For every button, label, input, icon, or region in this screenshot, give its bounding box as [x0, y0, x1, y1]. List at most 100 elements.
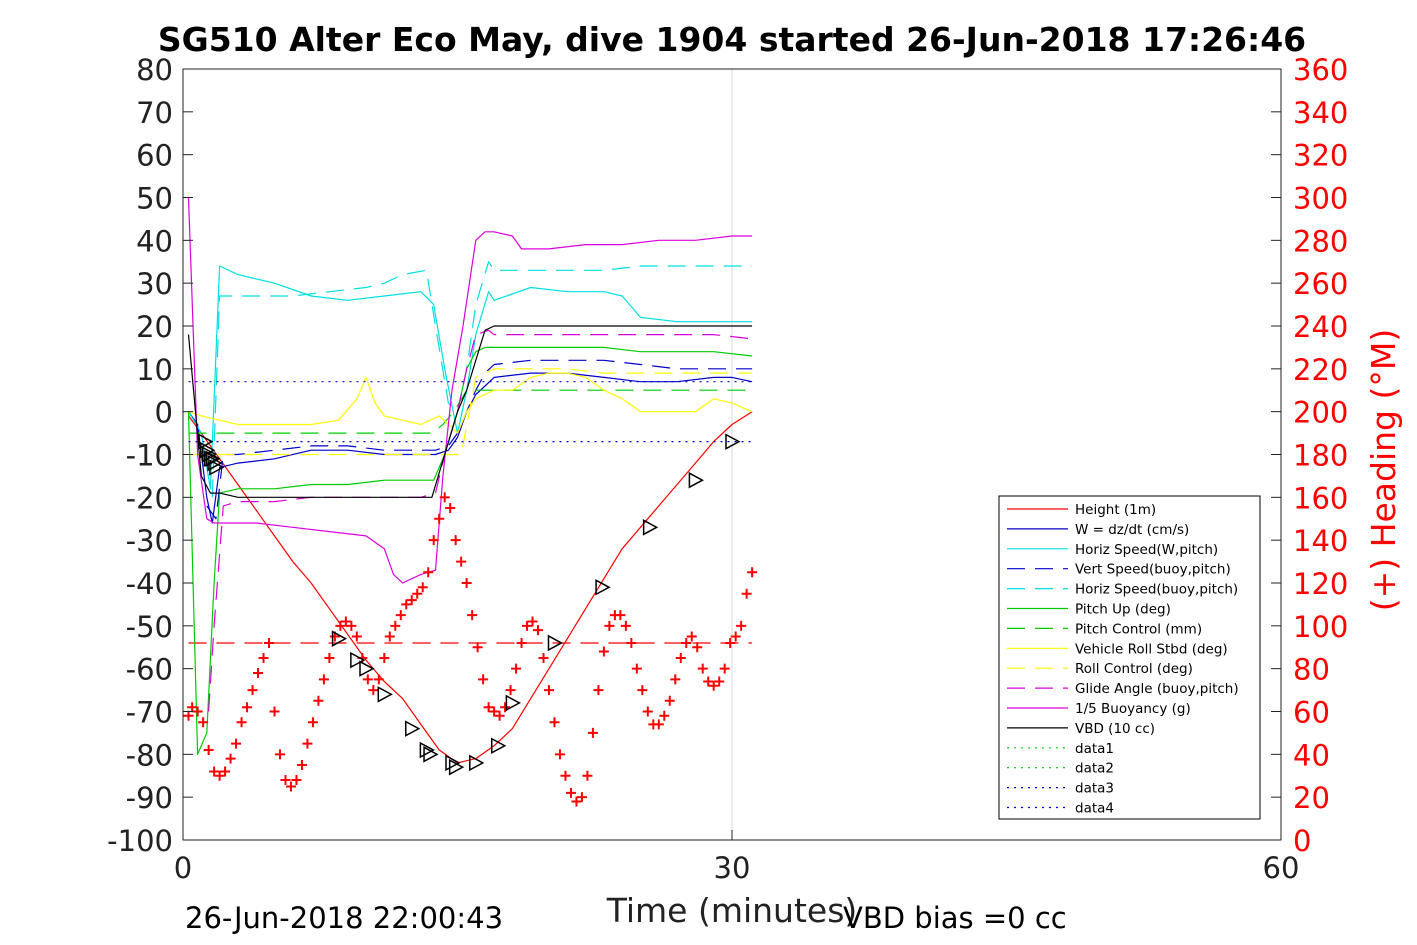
- heading-point: [406, 595, 417, 606]
- heading-point: [274, 749, 285, 760]
- heading-point: [417, 582, 428, 593]
- x-tick-label: 0: [174, 851, 192, 885]
- heading-point: [582, 770, 593, 781]
- heading-point: [631, 663, 642, 674]
- heading-point: [664, 695, 675, 706]
- heading-point: [571, 796, 582, 807]
- y-right-tick-label: 140: [1293, 524, 1348, 558]
- heading-point: [362, 674, 373, 685]
- heading-point: [653, 719, 664, 730]
- y-right-tick-label: 100: [1293, 610, 1348, 644]
- series-line-7: [188, 372, 753, 434]
- legend-label-12: data1: [1075, 741, 1114, 757]
- depth-marker: [350, 651, 366, 669]
- y-right-tick-label: 120: [1293, 567, 1348, 601]
- heading-point: [620, 620, 631, 631]
- heading-point: [494, 710, 505, 721]
- heading-point: [747, 567, 758, 578]
- y-tick-label: -30: [126, 524, 173, 558]
- heading-point: [247, 685, 258, 696]
- heading-point: [192, 706, 203, 717]
- heading-point: [183, 710, 194, 721]
- y-tick-label: -80: [126, 738, 173, 772]
- y-right-tick-label: 40: [1293, 738, 1330, 772]
- legend-label-8: Roll Control (deg): [1075, 661, 1193, 677]
- legend-label-4: Horiz Speed(buoy,pitch): [1075, 582, 1238, 598]
- heading-point: [626, 637, 637, 648]
- heading-point: [511, 663, 522, 674]
- depth-marker: [445, 754, 461, 772]
- heading-point: [302, 738, 313, 749]
- x-tick-label: 30: [714, 851, 751, 885]
- heading-point: [318, 674, 329, 685]
- heading-point: [379, 652, 390, 663]
- depth-marker: [201, 446, 218, 463]
- heading-point: [214, 770, 225, 781]
- y-right-tick-label: 60: [1293, 696, 1330, 730]
- legend-label-6: Pitch Control (mm): [1075, 621, 1202, 637]
- heading-point: [565, 787, 576, 798]
- y-right-tick-label: 220: [1293, 353, 1348, 387]
- heading-point: [730, 631, 741, 642]
- heading-point: [456, 556, 467, 567]
- heading-point: [187, 702, 198, 713]
- y-right-tick-label: 80: [1293, 653, 1330, 687]
- heading-point: [324, 652, 335, 663]
- y-tick-label: -70: [126, 696, 173, 730]
- heading-point: [373, 674, 384, 685]
- heading-point: [544, 685, 554, 696]
- heading-point: [384, 631, 395, 642]
- heading-point: [423, 567, 434, 578]
- heading-point: [225, 753, 236, 764]
- heading-point: [390, 620, 401, 631]
- legend-label-1: W = dz/dt (cm/s): [1075, 522, 1189, 538]
- depth-marker: [331, 630, 348, 647]
- heading-point: [736, 620, 747, 631]
- heading-point: [209, 766, 220, 777]
- heading-point: [587, 727, 598, 738]
- heading-point: [395, 610, 406, 621]
- heading-point: [560, 770, 571, 781]
- heading-point: [670, 674, 681, 685]
- heading-point: [472, 642, 483, 653]
- heading-point: [296, 760, 307, 771]
- y-right-tick-label: 340: [1293, 96, 1348, 130]
- y-tick-label: 70: [136, 96, 173, 130]
- y-tick-label: 80: [136, 53, 173, 87]
- depth-marker: [209, 459, 225, 476]
- depth-marker: [207, 454, 223, 472]
- heading-point: [516, 637, 527, 648]
- legend-label-11: VBD (10 cc): [1075, 721, 1155, 737]
- legend-label-13: data2: [1075, 761, 1114, 777]
- heading-point: [253, 667, 264, 678]
- heading-point: [598, 646, 609, 657]
- heading-point: [445, 503, 456, 514]
- depth-marker: [491, 737, 507, 755]
- heading-point: [340, 616, 351, 627]
- heading-point: [461, 578, 472, 588]
- heading-point: [198, 717, 209, 728]
- depth-marker: [469, 754, 485, 772]
- footer-timestamp: 26-Jun-2018 22:00:43: [185, 901, 503, 935]
- heading-point: [681, 637, 692, 648]
- heading-point: [203, 745, 214, 756]
- depth-marker: [448, 758, 465, 776]
- series-line-10: [187, 197, 753, 584]
- y-right-tick-label: 300: [1293, 182, 1348, 216]
- series-line-0: [188, 411, 753, 764]
- series-line-8: [188, 368, 753, 456]
- heading-point: [505, 685, 516, 696]
- heading-point: [615, 610, 626, 621]
- heading-point: [220, 766, 231, 777]
- y-tick-label: -40: [126, 567, 173, 601]
- heading-point: [412, 588, 423, 599]
- chart-title: SG510 Alter Eco May, dive 1904 started 2…: [158, 20, 1306, 59]
- heading-point: [313, 695, 324, 706]
- heading-point: [697, 663, 708, 674]
- y-right-tick-label: 160: [1293, 481, 1348, 515]
- heading-point: [533, 625, 544, 636]
- y-axis-right-label: (+) Heading (°M): [1364, 329, 1403, 611]
- heading-point: [236, 717, 247, 728]
- heading-point: [291, 775, 302, 786]
